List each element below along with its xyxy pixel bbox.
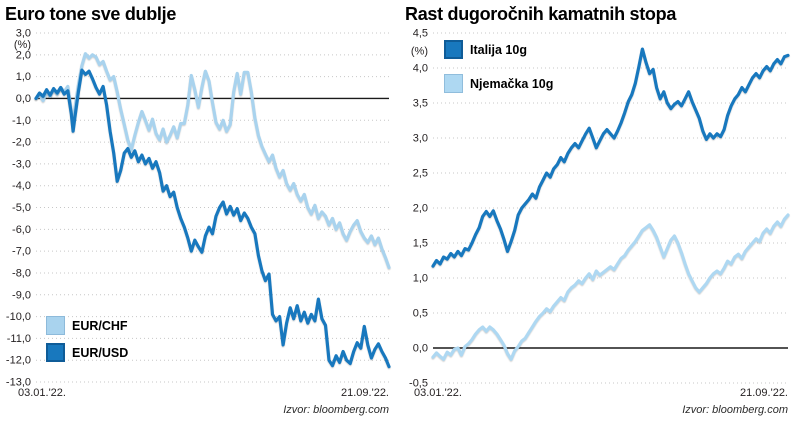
- svg-text:-13,0: -13,0: [6, 377, 31, 389]
- series-line-njema-ka-10g: [431, 213, 790, 361]
- legend-swatch-eurusd: [46, 343, 65, 362]
- legend-item-njemacka: Njemačka 10g: [444, 74, 553, 93]
- chart-title-euro: Euro tone sve dublje: [5, 4, 177, 24]
- series-line-italija-10g: [431, 47, 790, 268]
- svg-text:-2,0: -2,0: [12, 137, 31, 149]
- svg-text:-1,0: -1,0: [12, 115, 31, 127]
- chart-panel-euro: Euro tone sve dublje 3,0 2,0 1,0 0,0 -1,0 -2,…: [5, 4, 391, 416]
- svg-text:0,0: 0,0: [413, 343, 428, 355]
- series-line-eur-chf: [34, 52, 391, 270]
- svg-text:-9,0: -9,0: [12, 289, 31, 301]
- line-chart-euro: 3,0 2,0 1,0 0,0 -1,0 -2,0 -3,0 -4,0 -5,0 -6,0 -7,0…: [6, 28, 391, 389]
- svg-text:4,0: 4,0: [413, 63, 428, 75]
- chart-title-rates: Rast dugoročnih kamatnih stopa: [405, 4, 677, 24]
- svg-text:2,0: 2,0: [413, 203, 428, 215]
- x-axis-end-date-euro: 21.09.'22.: [341, 387, 389, 399]
- svg-text:-6,0: -6,0: [12, 224, 31, 236]
- svg-text:0,5: 0,5: [413, 308, 428, 320]
- legend-label-italija: Italija 10g: [470, 42, 527, 57]
- svg-text:4,5: 4,5: [413, 28, 428, 40]
- svg-text:3,0: 3,0: [413, 133, 428, 145]
- legend-label-eurusd: EUR/USD: [72, 345, 129, 360]
- source-credit-euro: Izvor: bloomberg.com: [283, 404, 389, 416]
- x-axis-start-date-euro: 03.01.'22.: [18, 387, 66, 399]
- svg-text:0,0: 0,0: [16, 93, 31, 105]
- svg-text:1,0: 1,0: [16, 71, 31, 83]
- svg-text:-11,0: -11,0: [7, 333, 31, 345]
- svg-text:2,0: 2,0: [16, 49, 31, 61]
- legend-label-njemacka: Njemačka 10g: [470, 76, 554, 91]
- source-credit-rates: Izvor: bloomberg.com: [682, 404, 788, 416]
- svg-text:-12,0: -12,0: [6, 355, 31, 367]
- legend-swatch-italija: [444, 40, 463, 59]
- svg-text:1,0: 1,0: [413, 273, 428, 285]
- svg-text:-7,0: -7,0: [12, 246, 31, 258]
- svg-text:-8,0: -8,0: [12, 267, 31, 279]
- chart-panel-rates: Rast dugoročnih kamatnih stopa 4,5 4,0 3,5…: [400, 0, 800, 425]
- svg-text:-3,0: -3,0: [12, 158, 31, 170]
- legend-item-italija: Italija 10g: [444, 40, 553, 59]
- series-line-eur-usd: [34, 68, 391, 369]
- legend-rates: Italija 10g Njemačka 10g: [444, 40, 553, 108]
- svg-text:-5,0: -5,0: [12, 202, 31, 214]
- svg-text:(%): (%): [411, 46, 428, 58]
- svg-text:(%): (%): [14, 39, 31, 51]
- svg-text:-4,0: -4,0: [12, 180, 31, 192]
- svg-text:3,5: 3,5: [413, 98, 428, 110]
- x-axis-end-date-rates: 21.09.'22.: [740, 387, 788, 399]
- svg-text:-0,5: -0,5: [409, 378, 428, 390]
- x-axis-start-date-rates: 03.01.'22.: [414, 387, 462, 399]
- svg-text:3,0: 3,0: [16, 28, 31, 40]
- legend-item-eurusd: EUR/USD: [46, 343, 128, 362]
- svg-text:1,5: 1,5: [413, 238, 428, 250]
- legend-item-eurchf: EUR/CHF: [46, 316, 128, 335]
- svg-text:2,5: 2,5: [413, 168, 428, 180]
- svg-text:-10,0: -10,0: [6, 311, 31, 323]
- legend-label-eurchf: EUR/CHF: [72, 318, 128, 333]
- legend-euro: EUR/CHF EUR/USD: [46, 316, 128, 370]
- line-chart-rates: 4,5 4,0 3,5 3,0 2,5 2,0 1,5 1,0 0,5 0,0 -0,5 (%): [409, 28, 790, 390]
- legend-swatch-njemacka: [444, 74, 463, 93]
- legend-swatch-eurchf: [46, 316, 65, 335]
